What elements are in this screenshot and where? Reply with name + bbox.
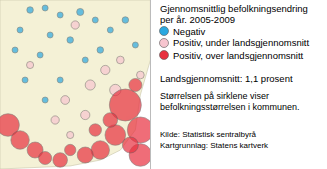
svg-text:befolkningsstørrelsen i kommun: befolkningsstørrelsen i kommunen. <box>160 102 300 112</box>
svg-text:Negativ: Negativ <box>173 26 205 37</box>
svg-text:Gjennomsnittlig befolkningsend: Gjennomsnittlig befolkningsendring <box>160 3 308 14</box>
svg-text:Positiv, over landsgjennomsnit: Positiv, over landsgjennomsnitt <box>173 50 304 61</box>
svg-text:Kartgrunnlag: Statens kartverk: Kartgrunnlag: Statens kartverk <box>160 141 269 150</box>
svg-text:per år. 2005-2009: per år. 2005-2009 <box>160 14 235 25</box>
svg-text:Landsgjennomsnitt: 1,1 prosent: Landsgjennomsnitt: 1,1 prosent <box>160 73 293 84</box>
svg-text:Størrelsen på sirklene viser: Størrelsen på sirklene viser <box>160 91 269 101</box>
svg-text:Positiv, under landsgjennomsni: Positiv, under landsgjennomsnitt <box>173 37 309 48</box>
svg-text:Kilde: Statistisk sentralbyrå: Kilde: Statistisk sentralbyrå <box>160 130 257 139</box>
